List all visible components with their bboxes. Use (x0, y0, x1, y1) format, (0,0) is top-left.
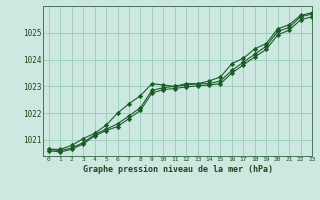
X-axis label: Graphe pression niveau de la mer (hPa): Graphe pression niveau de la mer (hPa) (83, 165, 273, 174)
